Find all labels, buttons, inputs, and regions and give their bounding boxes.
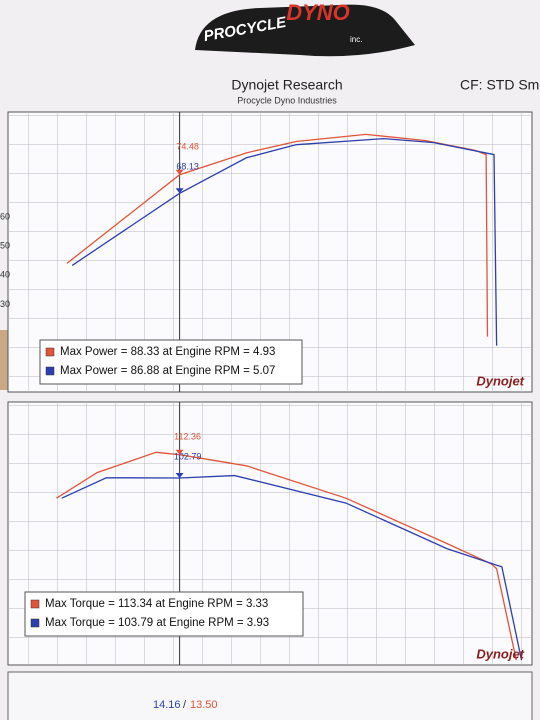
legend-label: Max Power = 88.33 at Engine RPM = 4.93: [60, 346, 275, 358]
logo-accent: DYNO: [286, 0, 350, 25]
cursor-readout: 74.48: [176, 141, 199, 151]
legend-box: [39, 339, 303, 385]
y-tick-label: 50: [0, 241, 10, 251]
cursor-readout: 68.13: [176, 161, 199, 171]
legend-swatch: [30, 618, 40, 628]
legend-label: Max Power = 86.88 at Engine RPM = 5.07: [60, 365, 275, 377]
footer-readout-b: 13.50: [190, 699, 218, 711]
series-line: [61, 474, 523, 661]
legend-swatch: [45, 366, 55, 376]
footer-frame: [7, 671, 533, 720]
cursor-readout: 102.79: [174, 451, 202, 461]
legend-swatch: [30, 599, 40, 609]
logo: PROCYCLE DYNO inc.: [195, 0, 415, 57]
series-line: [66, 133, 489, 337]
brand-mark: Dynojet: [476, 373, 524, 388]
series-line: [71, 137, 498, 346]
logo-suffix: inc.: [350, 35, 362, 44]
cursor-marker: [175, 169, 184, 175]
cursor-marker: [175, 449, 184, 455]
footer-panel: 14.16 / 13.50: [7, 671, 533, 720]
legend-label: Max Torque = 113.34 at Engine RPM = 3.33: [45, 598, 268, 610]
logo-shape: [195, 4, 415, 57]
y-tick-label: 60: [0, 211, 10, 221]
cursor-marker: [175, 473, 184, 479]
cursor-readout: 112.36: [174, 431, 201, 441]
header-title: Dynojet Research: [231, 77, 342, 93]
footer-readout-sep: /: [183, 699, 187, 711]
cursor-marker: [175, 188, 184, 194]
header-subtitle: Procycle Dyno Industries: [237, 95, 337, 105]
correction-factor: CF: STD Sm: [460, 77, 539, 93]
brand-mark: Dynojet: [476, 646, 524, 661]
legend-label: Max Torque = 103.79 at Engine RPM = 3.93: [45, 617, 269, 629]
series-line: [56, 451, 517, 661]
y-tick-label: 30: [0, 299, 10, 309]
y-tick-label: 40: [0, 270, 10, 280]
legend-box: [24, 591, 304, 637]
legend-swatch: [45, 347, 55, 357]
footer-readout-a: 14.16: [153, 699, 181, 711]
